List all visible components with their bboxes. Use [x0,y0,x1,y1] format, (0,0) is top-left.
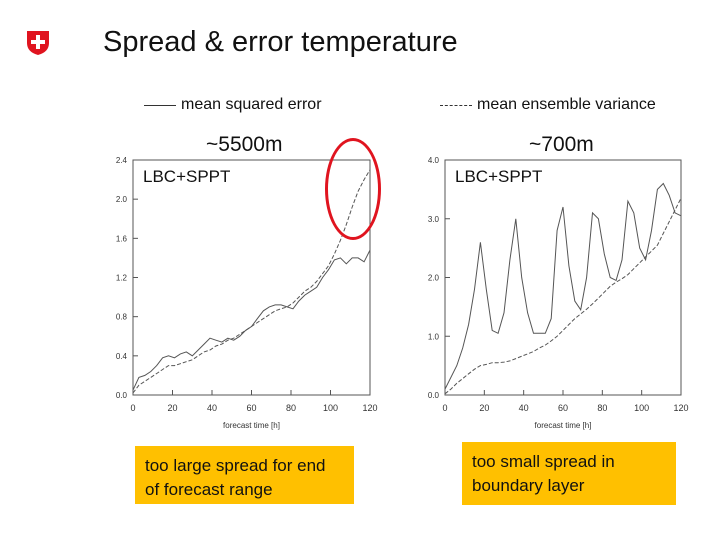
series-line-error [132,249,371,391]
x-tick-label: 120 [362,403,377,413]
left-height-label: ~5500m [206,133,283,156]
x-tick-label: 20 [479,403,489,413]
highlight-ellipse [325,138,381,240]
x-tick-label: 20 [167,403,177,413]
series-line-error [444,182,682,390]
x-tick-label: 60 [246,403,256,413]
y-tick-label: 0.8 [116,313,128,322]
y-tick-label: 0.0 [428,391,440,400]
y-tick-label: 1.0 [428,332,440,341]
page-title: Spread & error temperature [103,26,458,58]
left-chart: 0.0 0.4 0.8 1.2 1.6 2.0 2.4 0 20 40 60 80 100 120 fore… [116,156,378,430]
legend-dashed: mean ensemble variance [440,96,656,114]
y-tick-label: 1.2 [116,274,128,283]
y-tick-label: 3.0 [428,215,440,224]
legend-dashed-label: mean ensemble variance [477,96,656,113]
legend-solid-line-icon [144,104,176,106]
right-chart-model-label: LBC+SPPT [453,167,545,187]
x-tick-label: 0 [130,403,135,413]
x-tick-label: 80 [286,403,296,413]
legend-solid-label: mean squared error [181,96,322,113]
y-tick-label: 2.0 [428,274,440,283]
series-line-variance [132,169,371,394]
x-tick-label: 40 [519,403,529,413]
y-tick-label: 2.0 [116,195,128,204]
y-tick-label: 1.6 [116,234,128,243]
left-chart-model-label: LBC+SPPT [141,167,233,187]
swiss-cross-logo-icon [27,31,49,55]
x-tick-label: 100 [634,403,649,413]
legend-solid: mean squared error [144,96,322,114]
y-tick-label: 0.4 [116,352,128,361]
x-axis-label: forecast time [h] [223,421,280,430]
right-chart: 0.0 1.0 2.0 3.0 4.0 0 20 40 60 80 100 120 forecast t… [428,156,689,430]
y-tick-label: 2.4 [116,156,128,165]
right-height-label: ~700m [529,133,594,156]
series-line-variance [444,197,682,395]
right-note: too small spread in boundary layer [462,442,676,505]
x-tick-label: 0 [442,403,447,413]
x-axis-label: forecast time [h] [535,421,592,430]
x-tick-label: 60 [558,403,568,413]
x-tick-label: 80 [597,403,607,413]
plot-frame [444,159,682,396]
x-tick-label: 120 [673,403,688,413]
legend-dashed-line-icon [440,104,472,106]
y-tick-label: 4.0 [428,156,440,165]
y-tick-label: 0.0 [116,391,128,400]
left-note: too large spread for end of forecast ran… [135,446,354,504]
x-tick-label: 100 [323,403,338,413]
x-tick-label: 40 [207,403,217,413]
